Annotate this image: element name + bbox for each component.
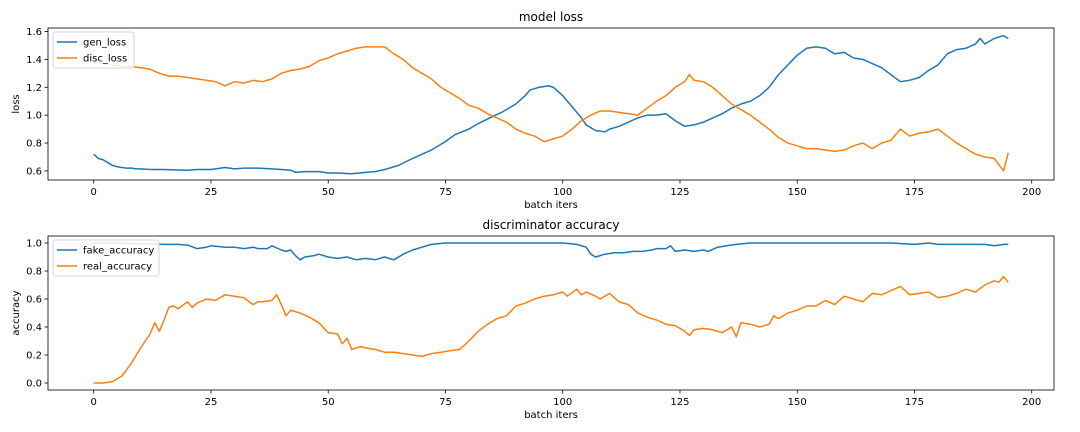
panel-2-y-axis-label: accuracy <box>11 290 22 335</box>
panel-2-x-axis-label: batch iters <box>524 410 578 421</box>
panel-1-y-tick-label: 1.6 <box>26 27 42 38</box>
panel-1-y-tick-label: 1.0 <box>26 111 42 122</box>
series-line-disc-loss <box>93 46 1009 172</box>
panel-2-x-tick-label: 75 <box>439 397 452 408</box>
series-line-fake-accuracy <box>93 242 1009 261</box>
panel-1-y-axis-label: loss <box>11 94 22 113</box>
panel-1-y-tick-label: 0.8 <box>26 139 42 150</box>
accuracy-chart: discriminator accuracy 0 25 50 75 100 125 150 17… <box>11 218 1055 421</box>
panel-2-x-tick-label: 50 <box>322 397 335 408</box>
panel-1-x-tick-label: 200 <box>1022 187 1041 198</box>
panel-1-y-tick-label: 1.2 <box>26 83 42 94</box>
panel-1-axes-frame <box>47 27 1055 181</box>
panel-1-legend-box <box>52 31 135 69</box>
panel-2-y-tick-label: 0.6 <box>26 295 42 306</box>
panel-1-x-tick-label: 0 <box>91 187 97 198</box>
legend-label-disc-loss: disc_loss <box>83 54 127 65</box>
legend-label-gen-loss: gen_loss <box>83 38 126 49</box>
panel-1-x-tick-label: 100 <box>553 187 572 198</box>
panel-1-x-tick-label: 150 <box>788 187 807 198</box>
panel-2-axes-frame <box>47 235 1055 391</box>
panel-1-x-tick-label: 25 <box>205 187 218 198</box>
loss-chart: model loss 0 25 50 75 100 125 150 175 200 0.6 0.8 1.… <box>11 10 1055 211</box>
legend-label-real-accuracy: real_accuracy <box>83 262 152 273</box>
panel-2-y-tick-label: 0.0 <box>26 379 42 390</box>
panel-1-title: model loss <box>519 10 583 24</box>
legend-label-fake-accuracy: fake_accuracy <box>83 246 154 257</box>
panel-2-y-tick-label: 1.0 <box>26 239 42 250</box>
series-line-gen-loss <box>93 34 1009 175</box>
panel-2-x-tick-label: 25 <box>205 397 218 408</box>
panel-2-y-tick-label: 0.2 <box>26 351 42 362</box>
series-line-real-accuracy <box>93 275 1009 384</box>
panel-1-x-tick-label: 75 <box>439 187 452 198</box>
panel-1-x-tick-label: 175 <box>905 187 924 198</box>
panel-2-legend: fake_accuracy real_accuracy <box>52 239 160 277</box>
panel-2-x-tick-label: 0 <box>91 397 97 408</box>
panel-2-x-tick-label: 125 <box>670 397 689 408</box>
panel-2-x-tick-label: 175 <box>905 397 924 408</box>
panel-2-y-tick-label: 0.8 <box>26 267 42 278</box>
panel-1-y-tick-label: 1.4 <box>26 55 42 66</box>
panel-2-title: discriminator accuracy <box>483 218 620 232</box>
panel-1-legend: gen_loss disc_loss <box>52 31 135 69</box>
panel-1-y-tick-label: 0.6 <box>26 166 42 177</box>
panel-1-x-tick-label: 50 <box>322 187 335 198</box>
panel-2-x-tick-label: 200 <box>1022 397 1041 408</box>
panel-1-x-axis-label: batch iters <box>524 200 578 211</box>
panel-2-y-tick-label: 0.4 <box>26 323 42 334</box>
panel-2-x-tick-label: 100 <box>553 397 572 408</box>
panel-2-legend-box <box>52 239 160 277</box>
panel-1-x-tick-label: 125 <box>670 187 689 198</box>
panel-2-x-tick-label: 150 <box>788 397 807 408</box>
